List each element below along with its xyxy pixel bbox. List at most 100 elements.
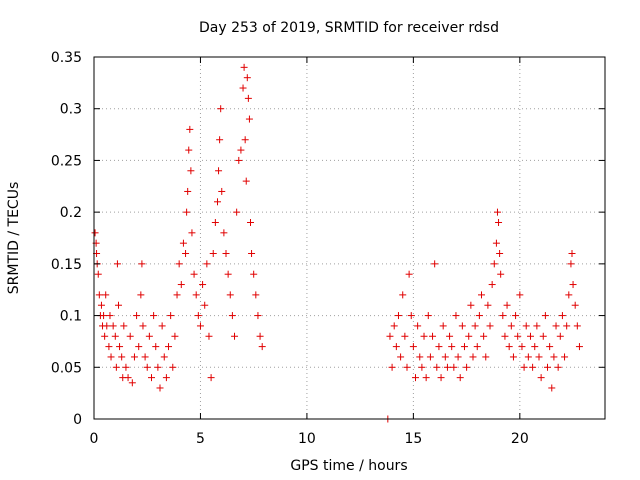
data-point xyxy=(509,353,517,361)
data-point xyxy=(241,136,249,144)
data-point xyxy=(95,291,103,299)
data-point xyxy=(252,291,260,299)
data-point xyxy=(552,322,560,330)
chart-title: Day 253 of 2019, SRMTID for receiver rds… xyxy=(199,20,499,36)
data-point xyxy=(244,94,252,102)
x-tick-label: 5 xyxy=(196,431,205,447)
data-point xyxy=(243,74,251,82)
data-point xyxy=(215,167,223,175)
data-point xyxy=(454,353,462,361)
data-point xyxy=(218,187,226,195)
data-point xyxy=(568,250,576,258)
data-point xyxy=(482,353,490,361)
data-point xyxy=(194,312,202,320)
data-point xyxy=(418,363,426,371)
data-point xyxy=(231,332,239,340)
data-point xyxy=(486,322,494,330)
data-point xyxy=(446,332,454,340)
data-point xyxy=(541,312,549,320)
data-point xyxy=(465,332,473,340)
data-point xyxy=(433,363,441,371)
data-point xyxy=(246,218,254,226)
data-point xyxy=(138,260,146,268)
y-tick-label: 0.3 xyxy=(60,102,82,118)
data-point xyxy=(561,353,569,361)
data-point xyxy=(386,332,394,340)
data-point xyxy=(460,343,468,351)
data-point xyxy=(452,312,460,320)
data-point xyxy=(130,353,138,361)
y-tick-label: 0.2 xyxy=(60,205,82,221)
data-point xyxy=(102,291,110,299)
y-tick-label: 0.05 xyxy=(51,360,82,376)
data-point xyxy=(120,322,128,330)
data-point xyxy=(565,291,573,299)
data-point xyxy=(160,353,168,361)
data-point xyxy=(520,363,528,371)
data-point xyxy=(203,260,211,268)
y-tick-label: 0 xyxy=(73,412,82,428)
data-point xyxy=(407,312,415,320)
data-point xyxy=(190,270,198,278)
data-point xyxy=(522,322,530,330)
data-point xyxy=(392,343,400,351)
data-point xyxy=(437,374,445,382)
data-point xyxy=(501,332,509,340)
data-point xyxy=(478,291,486,299)
data-point xyxy=(495,218,503,226)
data-point xyxy=(173,291,181,299)
data-point xyxy=(467,301,475,309)
data-point xyxy=(424,312,432,320)
data-point xyxy=(187,167,195,175)
data-point xyxy=(575,343,583,351)
data-point xyxy=(235,156,243,164)
x-tick-label: 20 xyxy=(511,431,529,447)
data-point xyxy=(185,146,193,154)
data-point xyxy=(109,322,117,330)
axis-ticks xyxy=(93,56,605,420)
data-point xyxy=(503,301,511,309)
y-tick-label: 0.25 xyxy=(51,153,82,169)
data-point xyxy=(563,322,571,330)
data-point xyxy=(499,312,507,320)
data-point xyxy=(150,312,158,320)
data-point xyxy=(112,363,120,371)
data-point xyxy=(405,270,413,278)
data-point xyxy=(456,374,464,382)
data-point xyxy=(106,312,114,320)
data-point xyxy=(248,250,256,258)
data-point xyxy=(165,343,173,351)
data-point xyxy=(162,374,170,382)
data-point xyxy=(507,322,515,330)
data-point xyxy=(201,301,209,309)
data-point xyxy=(126,332,134,340)
data-point xyxy=(401,332,409,340)
data-point xyxy=(192,291,200,299)
data-point xyxy=(492,239,500,247)
data-point xyxy=(484,301,492,309)
data-point xyxy=(101,332,109,340)
data-point xyxy=(228,312,236,320)
data-point xyxy=(505,343,513,351)
data-point xyxy=(514,332,522,340)
data-point xyxy=(558,312,566,320)
data-point xyxy=(458,322,466,330)
data-point xyxy=(139,322,147,330)
x-tick-label: 0 xyxy=(90,431,99,447)
data-point xyxy=(171,332,179,340)
y-tick-label: 0.1 xyxy=(60,309,82,325)
data-point xyxy=(122,363,130,371)
data-point xyxy=(105,343,113,351)
data-point xyxy=(116,343,124,351)
data-point xyxy=(490,260,498,268)
y-tick-label: 0.15 xyxy=(51,257,82,273)
data-point xyxy=(524,353,532,361)
data-point xyxy=(118,353,126,361)
data-point xyxy=(573,322,581,330)
data-point xyxy=(220,229,228,237)
data-point xyxy=(254,312,262,320)
data-point xyxy=(535,353,543,361)
data-point xyxy=(158,322,166,330)
data-point xyxy=(177,281,185,289)
data-point xyxy=(529,363,537,371)
